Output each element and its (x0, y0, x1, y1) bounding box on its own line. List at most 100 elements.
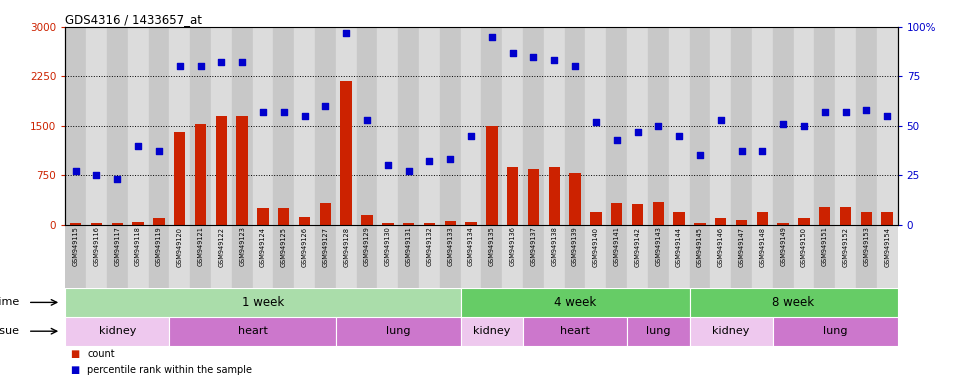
Bar (814, 225, 835, 288)
Text: tissue: tissue (0, 326, 19, 336)
Bar (756, 212, 768, 225)
Bar (648, 225, 669, 288)
Bar (523, 225, 544, 288)
Bar (482, 27, 502, 225)
Bar (486, 126, 497, 225)
Bar (190, 27, 211, 225)
Text: GSM949119: GSM949119 (156, 227, 162, 266)
Text: kidney: kidney (99, 326, 136, 336)
Text: 8 week: 8 week (773, 296, 815, 309)
Text: GSM949123: GSM949123 (239, 227, 245, 266)
Text: GSM949121: GSM949121 (198, 227, 204, 266)
Text: lung: lung (646, 326, 670, 336)
Bar (773, 225, 794, 288)
Text: GSM949116: GSM949116 (93, 227, 100, 266)
Text: heart: heart (238, 326, 268, 336)
Bar (231, 27, 252, 225)
Bar (107, 27, 128, 225)
Bar (70, 223, 82, 225)
Bar (169, 27, 190, 225)
Bar (523, 317, 627, 346)
Bar (648, 27, 669, 225)
Bar (252, 27, 274, 225)
Bar (336, 27, 356, 225)
Bar (211, 27, 231, 225)
Bar (336, 225, 356, 288)
Bar (564, 225, 586, 288)
Text: GSM949154: GSM949154 (884, 227, 890, 266)
Point (359, 117, 374, 123)
Bar (231, 225, 252, 288)
Text: GSM949128: GSM949128 (343, 227, 349, 266)
Bar (627, 27, 648, 225)
Text: ■: ■ (70, 365, 80, 375)
Point (193, 63, 208, 70)
Text: GSM949143: GSM949143 (656, 227, 661, 266)
Point (484, 34, 499, 40)
Bar (65, 288, 461, 317)
Bar (689, 225, 710, 288)
Bar (773, 317, 898, 346)
Point (692, 152, 708, 159)
Bar (440, 225, 461, 288)
Text: GSM949118: GSM949118 (135, 227, 141, 266)
Point (276, 109, 292, 115)
Text: GSM949134: GSM949134 (468, 227, 474, 266)
Bar (548, 167, 560, 225)
Bar (440, 27, 461, 225)
Text: ■: ■ (70, 349, 80, 359)
Bar (689, 317, 773, 346)
Bar (611, 203, 622, 225)
Point (131, 142, 146, 149)
Bar (461, 27, 482, 225)
Text: GSM949147: GSM949147 (738, 227, 745, 266)
Bar (216, 116, 228, 225)
Bar (190, 225, 211, 288)
Point (567, 63, 583, 70)
Bar (840, 207, 852, 225)
Point (339, 30, 354, 36)
Bar (274, 225, 294, 288)
Text: GSM949137: GSM949137 (531, 227, 537, 266)
Bar (361, 215, 372, 225)
Text: GSM949153: GSM949153 (863, 227, 870, 266)
Text: GSM949135: GSM949135 (489, 227, 494, 266)
Bar (294, 27, 315, 225)
Bar (461, 288, 689, 317)
Bar (607, 27, 627, 225)
Text: lung: lung (386, 326, 411, 336)
Bar (257, 207, 269, 225)
Bar (669, 27, 689, 225)
Bar (169, 317, 336, 346)
Text: GSM949145: GSM949145 (697, 227, 703, 266)
Bar (403, 223, 415, 225)
Point (630, 129, 645, 135)
Bar (336, 317, 461, 346)
Bar (752, 27, 773, 225)
Text: GSM949126: GSM949126 (301, 227, 307, 266)
Text: GSM949136: GSM949136 (510, 227, 516, 266)
Point (526, 53, 541, 60)
Bar (590, 212, 602, 225)
Bar (586, 27, 607, 225)
Bar (653, 202, 664, 225)
Text: GSM949115: GSM949115 (73, 227, 79, 266)
Bar (564, 27, 586, 225)
Bar (799, 218, 809, 225)
Bar (444, 221, 456, 225)
Point (671, 132, 686, 139)
Bar (586, 225, 607, 288)
Point (651, 123, 666, 129)
Bar (569, 172, 581, 225)
Point (401, 168, 417, 174)
Bar (523, 27, 544, 225)
Point (297, 113, 312, 119)
Bar (423, 223, 435, 225)
Bar (794, 27, 814, 225)
Bar (91, 223, 102, 225)
Bar (461, 225, 482, 288)
Point (776, 121, 791, 127)
Bar (149, 225, 169, 288)
Bar (466, 222, 477, 225)
Bar (627, 225, 648, 288)
